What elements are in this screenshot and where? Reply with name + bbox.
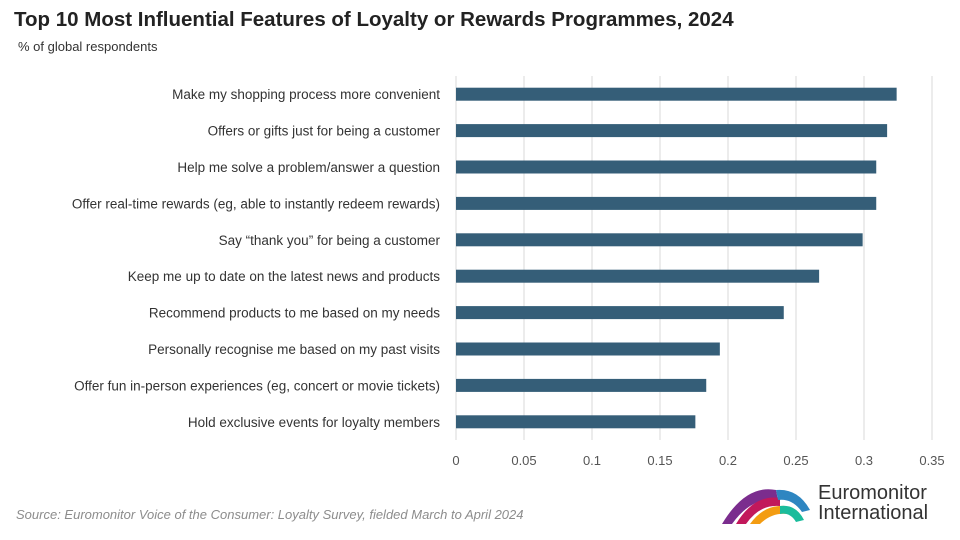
x-tick-label: 0 xyxy=(452,453,459,468)
bar xyxy=(456,306,784,320)
bar xyxy=(456,124,888,138)
logo-text-line2: International xyxy=(818,502,929,524)
category-label: Make my shopping process more convenient xyxy=(172,87,440,102)
x-tick-label: 0.1 xyxy=(583,453,601,468)
bar xyxy=(456,196,877,210)
chart-subtitle: % of global respondents xyxy=(18,39,158,54)
x-tick-label: 0.3 xyxy=(855,453,873,468)
x-tick-label: 0.35 xyxy=(919,453,944,468)
euromonitor-logo: Euromonitor International xyxy=(718,480,948,528)
bar xyxy=(456,87,897,101)
bar xyxy=(456,233,863,247)
category-label: Help me solve a problem/answer a questio… xyxy=(177,160,440,175)
bar xyxy=(456,269,820,283)
category-label: Hold exclusive events for loyalty member… xyxy=(188,415,440,430)
logo-text: Euromonitor International xyxy=(818,483,928,523)
category-label: Offers or gifts just for being a custome… xyxy=(208,124,441,139)
x-tick-label: 0.25 xyxy=(783,453,808,468)
x-tick-label: 0.05 xyxy=(511,453,536,468)
category-label: Personally recognise me based on my past… xyxy=(148,342,440,357)
bar-chart: 0 0.05 0.1 0.15 0.2 0.25 0.3 0.35 Make my shoppi… xyxy=(72,76,945,468)
source-note: Source: Euromonitor Voice of the Consume… xyxy=(16,507,524,522)
bar xyxy=(456,378,707,392)
x-tick-label: 0.15 xyxy=(647,453,672,468)
category-label: Say “thank you” for being a customer xyxy=(219,233,441,248)
logo-mark-icon xyxy=(720,489,812,526)
category-label: Offer real-time rewards (eg, able to ins… xyxy=(72,196,440,211)
bar xyxy=(456,160,877,174)
category-label: Keep me up to date on the latest news an… xyxy=(128,269,440,284)
x-tick-label: 0.2 xyxy=(719,453,737,468)
logo-text-line1: Euromonitor xyxy=(818,482,927,504)
chart-title: Top 10 Most Influential Features of Loya… xyxy=(14,8,734,31)
bar xyxy=(456,415,696,429)
category-label: Offer fun in-person experiences (eg, con… xyxy=(74,378,440,393)
bar xyxy=(456,342,720,356)
category-label: Recommend products to me based on my nee… xyxy=(149,306,440,321)
